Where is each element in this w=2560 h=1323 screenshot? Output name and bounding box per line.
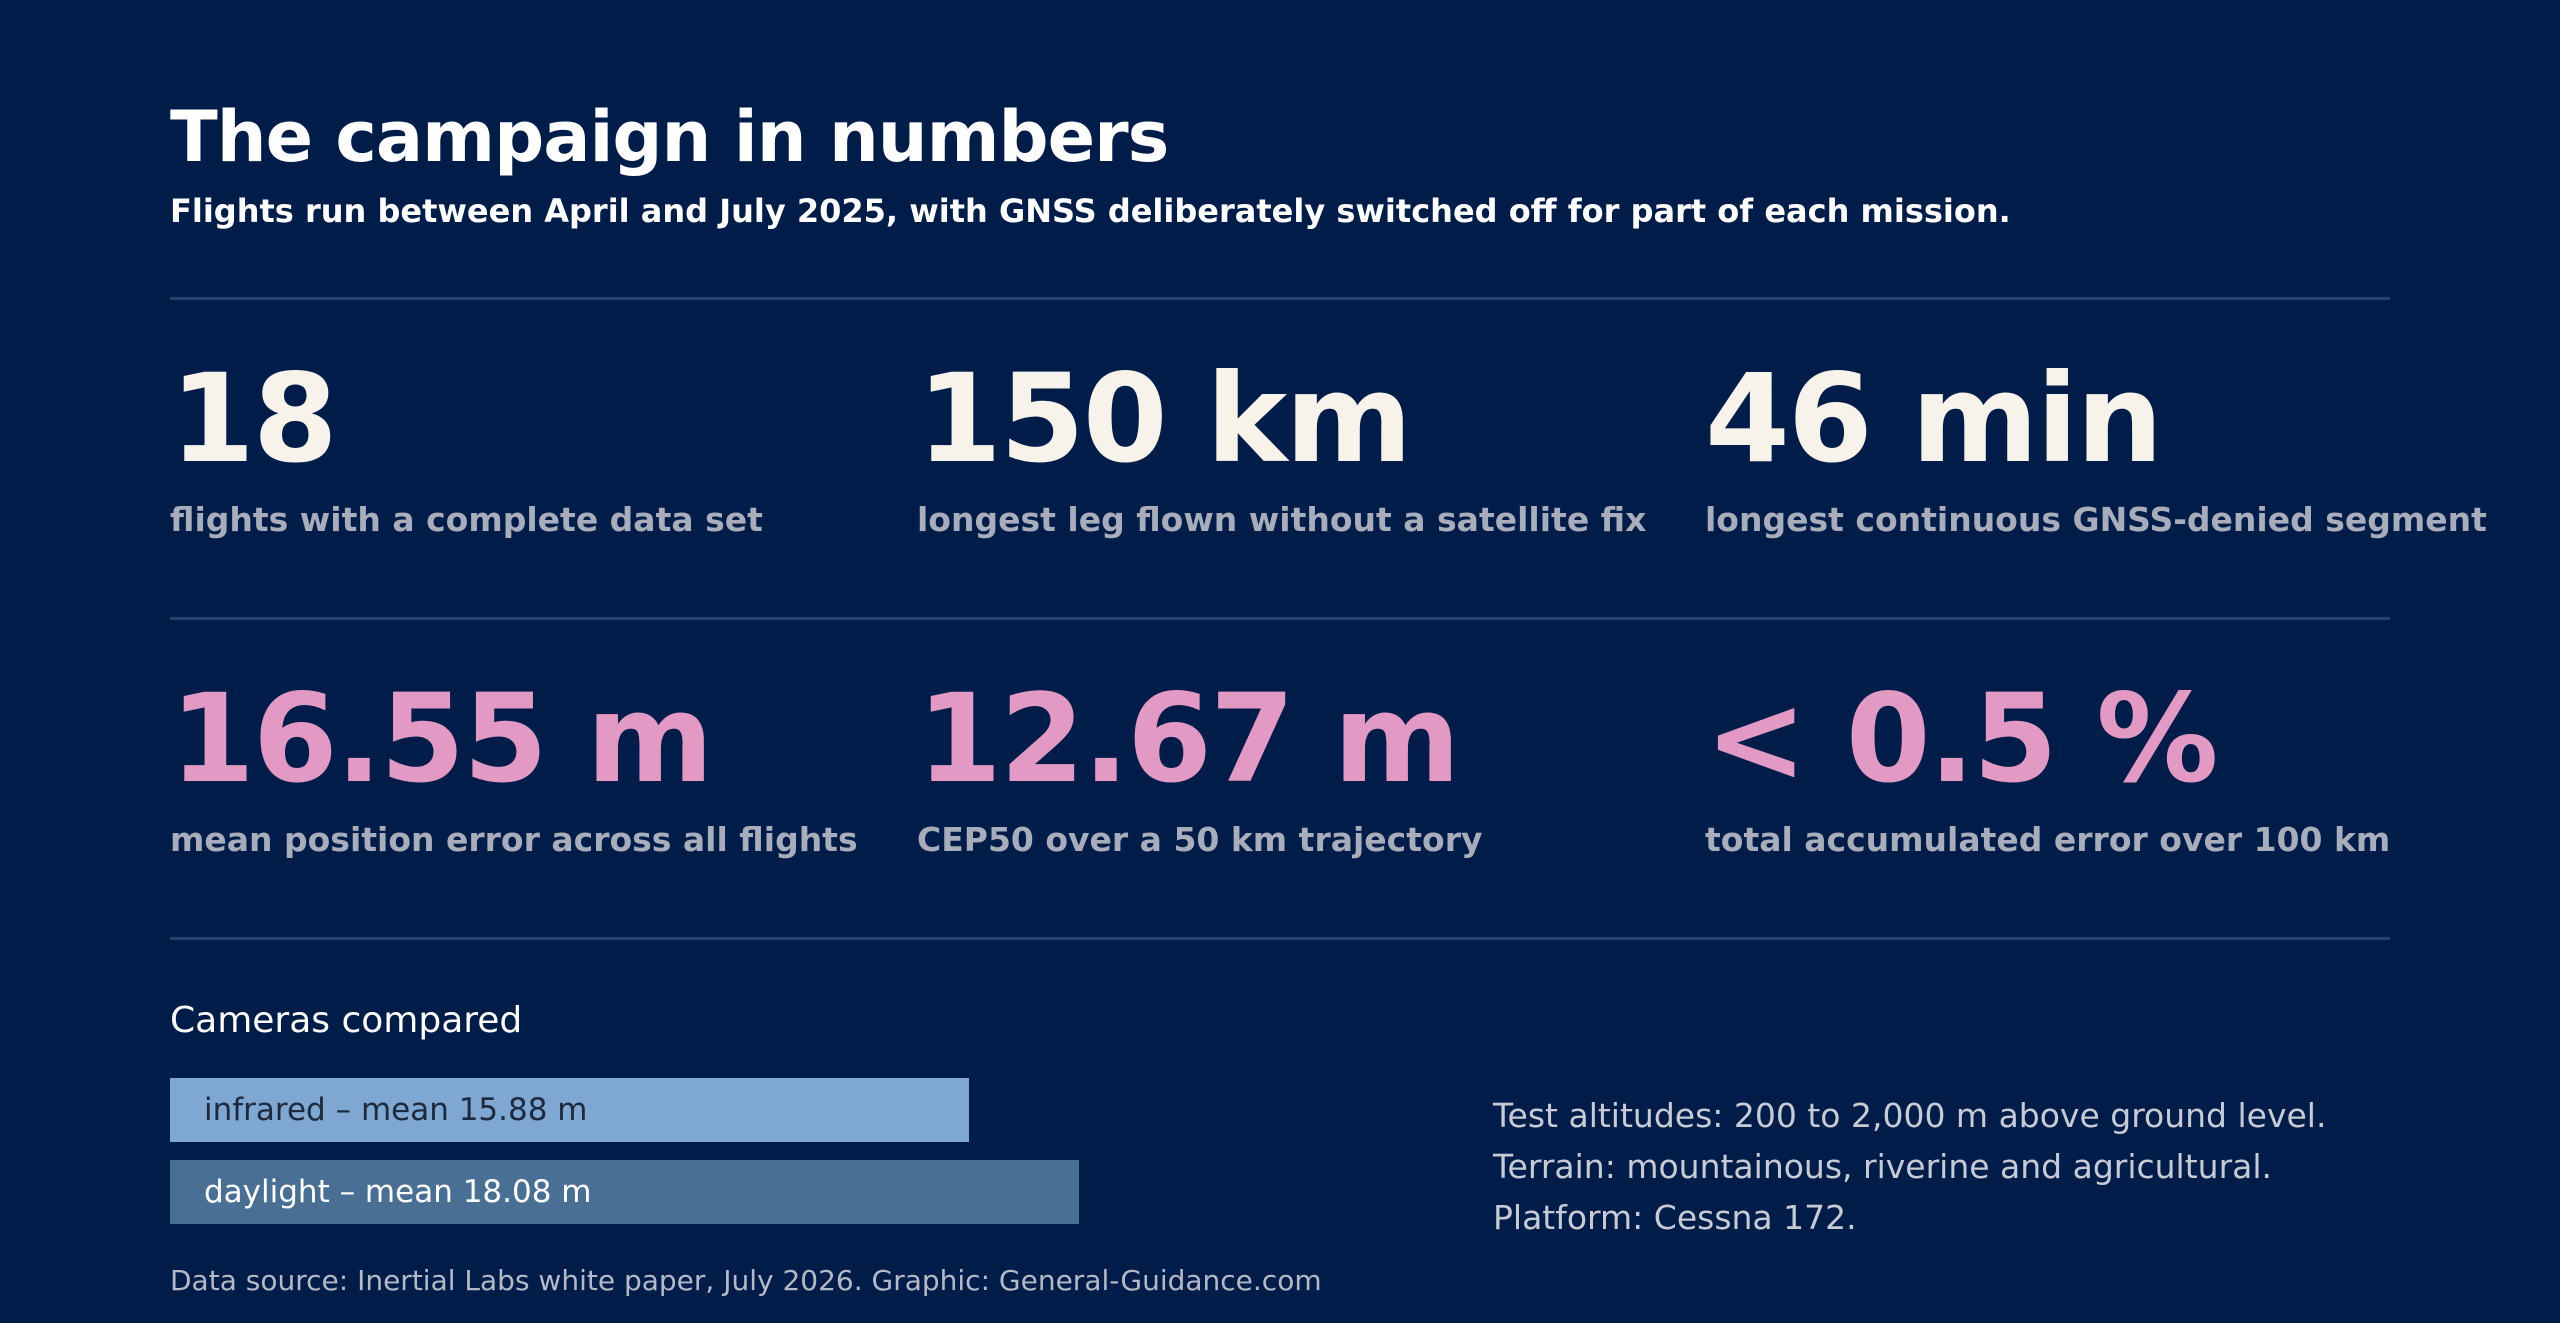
- stat-label: mean position error across all flights: [170, 820, 858, 859]
- infrared-bar-label: infrared – mean 15.88 m: [204, 1092, 588, 1128]
- fact-terrain: Terrain: mountainous, riverine and agric…: [1493, 1147, 2273, 1186]
- stat-label: total accumulated error over 100 km: [1705, 820, 2391, 859]
- divider: [170, 937, 2390, 940]
- stat-label: longest continuous GNSS-denied segment: [1705, 500, 2487, 539]
- fact-altitudes: Test altitudes: 200 to 2,000 m above gro…: [1493, 1096, 2327, 1135]
- stat-gnss-denied: 46 min longest continuous GNSS-denied se…: [1705, 358, 2487, 539]
- stat-value: 18: [170, 348, 338, 490]
- divider: [170, 617, 2390, 620]
- fact-platform: Platform: Cessna 172.: [1493, 1198, 1857, 1237]
- divider: [170, 297, 2390, 300]
- page-subtitle: Flights run between April and July 2025,…: [170, 192, 2011, 230]
- page-title: The campaign in numbers: [170, 96, 1169, 178]
- stat-value: 46 min: [1705, 348, 2163, 490]
- stat-longest-leg: 150 km longest leg flown without a satel…: [917, 358, 1646, 539]
- stat-cep50: 12.67 m CEP50 over a 50 km trajectory: [917, 678, 1482, 859]
- daylight-bar: daylight – mean 18.08 m: [170, 1160, 1079, 1224]
- stat-flights: 18 flights with a complete data set: [170, 358, 763, 539]
- stat-value: < 0.5 %: [1705, 668, 2219, 810]
- stat-label: longest leg flown without a satellite fi…: [917, 500, 1647, 539]
- stat-accumulated-error: < 0.5 % total accumulated error over 100…: [1705, 678, 2390, 859]
- stat-value: 16.55 m: [170, 668, 713, 810]
- stat-label: flights with a complete data set: [170, 500, 763, 539]
- test-facts: Test altitudes: 200 to 2,000 m above gro…: [1493, 1090, 2326, 1243]
- cameras-title: Cameras compared: [170, 1000, 523, 1041]
- stat-mean-error: 16.55 m mean position error across all f…: [170, 678, 858, 859]
- data-source: Data source: Inertial Labs white paper, …: [170, 1264, 1322, 1297]
- daylight-bar-label: daylight – mean 18.08 m: [204, 1174, 592, 1210]
- stat-value: 12.67 m: [917, 668, 1461, 810]
- infrared-bar: infrared – mean 15.88 m: [170, 1078, 969, 1142]
- stat-label: CEP50 over a 50 km trajectory: [917, 820, 1483, 859]
- stat-value: 150 km: [917, 348, 1412, 490]
